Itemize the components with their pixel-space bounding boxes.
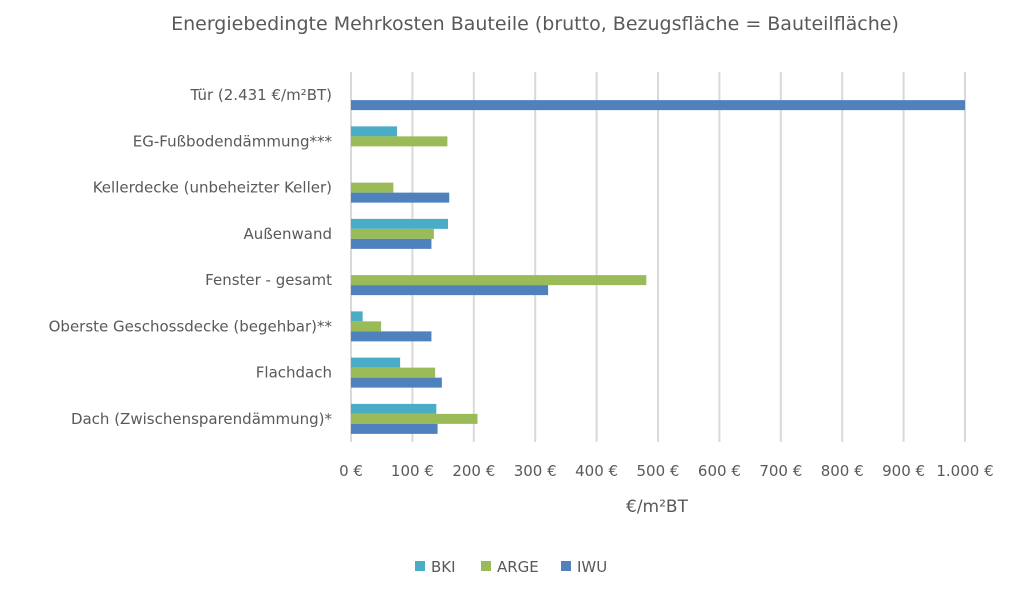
tick-label: 300 € [514,462,557,480]
bar-iwu [351,100,965,111]
bar-iwu [351,285,549,296]
bar-arge [351,228,434,239]
tick-labels: 0 € 100 € 200 € 300 € 400 € 500 € 600 € 700 € 80… [339,462,994,480]
category-label: Fenster - gesamt [205,271,332,289]
bar-bki [351,403,437,414]
bar-iwu [351,377,442,388]
bar-arge [351,367,436,378]
legend-swatch-iwu [561,561,571,571]
category-label: EG-Fußbodendämmung*** [133,132,333,150]
tick-label: 100 € [391,462,434,480]
legend-label: BKI [431,558,456,576]
category-labels: Tür (2.431 €/m²BT) EG-Fußbodendämmung*** K… [49,86,333,428]
bar-iwu [351,192,450,203]
tick-label: 500 € [637,462,680,480]
bar-arge [351,321,382,332]
tick-label: 800 € [821,462,864,480]
bar-bki [351,126,398,137]
category-label: Außenwand [244,225,332,243]
bar-arge [351,182,394,193]
legend-label: ARGE [497,558,539,576]
category-label: Kellerdecke (unbeheizter Keller) [93,179,332,197]
legend-swatch-arge [481,561,491,571]
tick-label: 400 € [575,462,618,480]
bar-iwu [351,423,438,434]
chart-title: Energiebedingte Mehrkosten Bauteile (bru… [171,13,899,35]
tick-label: 700 € [759,462,802,480]
bar-bki [351,311,363,322]
bar-iwu [351,331,432,342]
category-label: Oberste Geschossdecke (begehbar)** [49,317,333,335]
tick-label: 0 € [339,462,363,480]
legend: BKI ARGE IWU [415,558,607,576]
legend-label: IWU [577,558,607,576]
bars [351,100,965,434]
category-label: Flachdach [256,364,332,382]
x-axis-title: €/m²BT [626,497,689,517]
legend-swatch-bki [415,561,425,571]
bar-bki [351,357,401,368]
tick-label: 600 € [698,462,741,480]
bar-iwu [351,238,432,249]
gridlines [350,72,966,442]
bar-arge [351,275,647,286]
category-label: Tür (2.431 €/m²BT) [189,86,332,104]
bar-arge [351,413,478,424]
tick-label: 200 € [452,462,495,480]
bar-arge [351,136,448,147]
category-label: Dach (Zwischensparendämmung)* [71,410,333,428]
tick-label: 1.000 € [936,462,993,480]
tick-label: 900 € [882,462,925,480]
bar-bki [351,218,449,229]
